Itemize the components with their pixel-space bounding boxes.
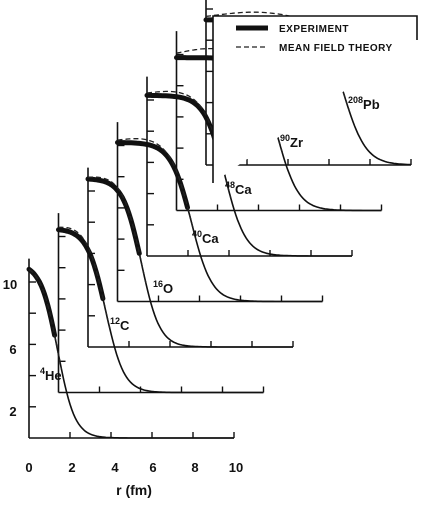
- y-tick-label-10: 10: [3, 277, 17, 292]
- y-tick-label-6: 6: [9, 342, 16, 357]
- panel-4he: 4He: [26, 258, 235, 439]
- theory-curve-4he: [28, 268, 63, 370]
- y-tick-label-2: 2: [9, 404, 16, 419]
- experiment-band-16o: [85, 176, 142, 256]
- element-symbol-208pb: Pb: [363, 97, 380, 112]
- experiment-band-48ca: [144, 92, 225, 168]
- mass-number-16o: 16: [153, 279, 163, 289]
- nucleus-label-90zr: 90Zr: [280, 133, 303, 150]
- nucleus-label-208pb: 208Pb: [348, 95, 380, 112]
- element-symbol-4he: He: [45, 368, 62, 383]
- density-curve-4he: [28, 268, 234, 439]
- nucleus-label-40ca: 40Ca: [192, 229, 219, 246]
- element-symbol-40ca: Ca: [202, 231, 219, 246]
- x-tick-label-0: 0: [25, 460, 32, 475]
- panel-48ca: 48Ca: [144, 76, 353, 257]
- experiment-band-4he: [26, 266, 58, 338]
- theory-curve-12c: [58, 226, 111, 329]
- legend-theory-label: MEAN FIELD THEORY: [279, 43, 393, 54]
- x-tick-label-10: 10: [229, 460, 243, 475]
- panel-16o: 16O: [85, 167, 294, 348]
- x-tick-label-4: 4: [111, 460, 119, 475]
- mass-number-208pb: 208: [348, 95, 363, 105]
- nucleus-label-48ca: 48Ca: [225, 180, 252, 197]
- x-tick-label-6: 6: [149, 460, 156, 475]
- x-tick-label-8: 8: [191, 460, 198, 475]
- mass-number-40ca: 40: [192, 229, 202, 239]
- legend: EXPERIMENT MEAN FIELD THEORY: [212, 15, 418, 183]
- element-symbol-90zr: Zr: [290, 135, 303, 150]
- front-axis-tick-labels: 0 2 4 6 8 10 2 6 10: [3, 277, 243, 475]
- theory-curve-16o: [87, 176, 147, 285]
- legend-box: [212, 15, 418, 183]
- theory-curve-40ca: [117, 138, 197, 241]
- nucleus-label-12c: 12C: [110, 316, 130, 333]
- legend-experiment-label: EXPERIMENT: [279, 24, 349, 35]
- nucleus-label-4he: 4He: [40, 366, 62, 383]
- mass-number-48ca: 48: [225, 180, 235, 190]
- element-symbol-16o: O: [163, 281, 173, 296]
- panel-12c: 12C: [56, 213, 265, 394]
- element-symbol-12c: C: [120, 318, 130, 333]
- experiment-band-12c: [56, 227, 106, 302]
- mass-number-12c: 12: [110, 316, 120, 326]
- panel-40ca: 40Ca: [115, 122, 324, 303]
- x-axis-label: r (fm): [116, 482, 152, 498]
- element-symbol-48ca: Ca: [235, 182, 252, 197]
- theory-curve-90zr: [176, 47, 284, 153]
- x-tick-label-2: 2: [68, 460, 75, 475]
- mass-number-90zr: 90: [280, 133, 290, 143]
- mass-number-4he: 4: [40, 366, 45, 376]
- nucleus-label-16o: 16O: [153, 279, 173, 296]
